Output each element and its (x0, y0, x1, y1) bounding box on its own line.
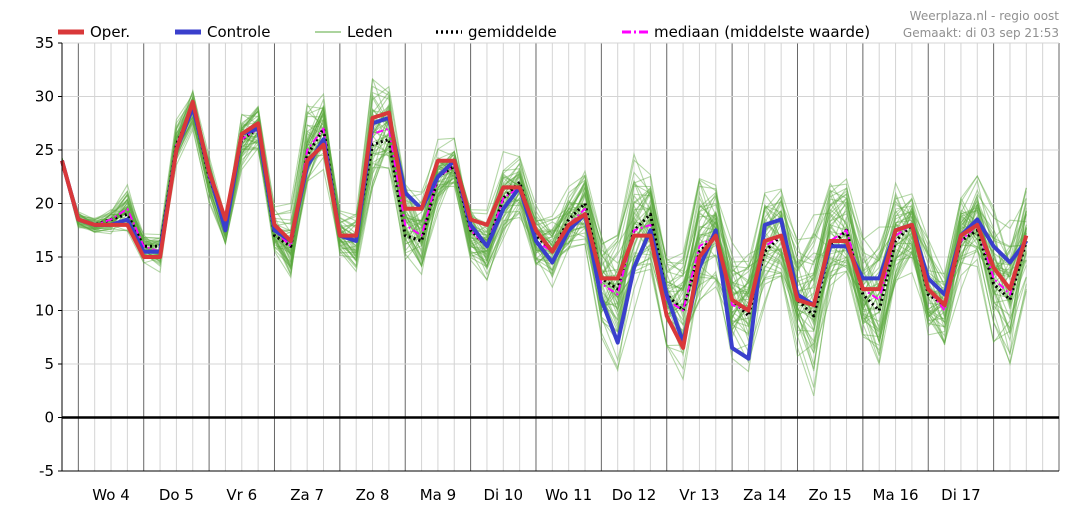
series-lines (60, 99, 1029, 361)
series-line-oper (60, 99, 1029, 350)
x-tick-label: Di 10 (484, 486, 524, 504)
axes: -5 0 5 10 15 20 25 30 35 Wo 4 Do 5 Vr 6 Za 7 Zo 8 Ma 9… (35, 34, 1059, 504)
x-tick-label: Do 5 (159, 486, 194, 504)
legend-label-gemiddelde: gemiddelde (468, 23, 557, 41)
legend-label-mediaan: mediaan (middelste waarde) (654, 23, 870, 41)
member-line (61, 105, 1027, 357)
member-line (61, 119, 1027, 351)
y-tick-label: 35 (35, 34, 54, 52)
x-tick-label: Wo 4 (92, 486, 129, 504)
y-tick-label: 5 (44, 355, 54, 373)
source-line-1: Weerplaza.nl - regio oost (910, 9, 1060, 23)
series-line-controle (60, 105, 1028, 361)
legend: Oper. Controle Leden gemiddelde mediaan (mid… (58, 23, 870, 41)
y-tick-label: 15 (35, 248, 54, 266)
y-tick-label: 20 (35, 195, 54, 213)
series-line-gemiddelde (60, 105, 1028, 318)
member-line (61, 93, 1027, 351)
x-tick-label: Zo 8 (356, 486, 390, 504)
y-tick-label: 25 (35, 141, 54, 159)
y-tick-label: 10 (35, 302, 54, 320)
legend-label-controle: Controle (207, 23, 270, 41)
x-tick-label: Zo 15 (809, 486, 852, 504)
legend-label-oper: Oper. (90, 23, 130, 41)
x-tick-label: Wo 11 (545, 486, 592, 504)
members-lines (61, 78, 1027, 397)
x-tick-label: Ma 9 (420, 486, 456, 504)
member-line (61, 85, 1027, 335)
x-tick-label: Za 7 (290, 486, 324, 504)
x-tick-label: Ma 16 (873, 486, 919, 504)
source-line-2: Gemaakt: di 03 sep 21:53 (903, 26, 1059, 40)
x-tick-label: Do 12 (612, 486, 657, 504)
x-tick-label: Vr 13 (679, 486, 719, 504)
x-tick-label: Za 14 (743, 486, 786, 504)
x-tick-label: Vr 6 (226, 486, 257, 504)
member-line (61, 104, 1027, 388)
legend-label-leden: Leden (347, 23, 393, 41)
grid (61, 42, 1060, 472)
y-tick-label: -5 (39, 462, 54, 480)
y-tick-label: 0 (44, 409, 54, 427)
y-tick-label: 30 (35, 88, 54, 106)
x-tick-label: Di 17 (941, 486, 981, 504)
